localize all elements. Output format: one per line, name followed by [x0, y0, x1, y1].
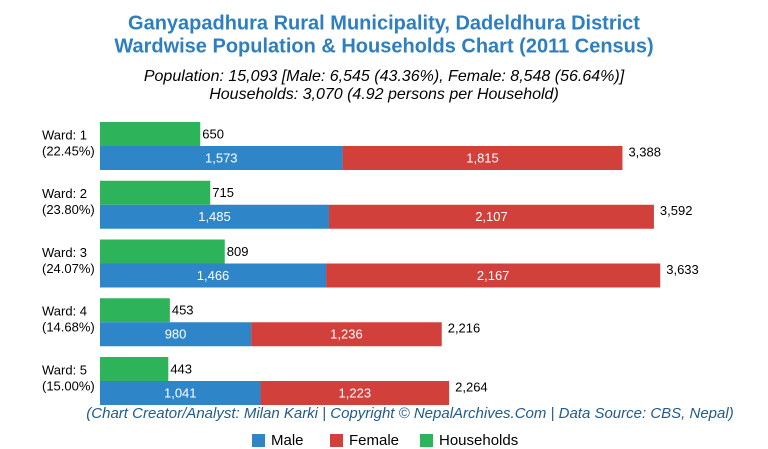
legend-swatch	[420, 434, 433, 447]
bar	[100, 146, 343, 170]
value-label: 1,236	[330, 327, 363, 342]
bar	[260, 381, 450, 405]
bar	[100, 239, 225, 264]
value-label: 650	[202, 126, 224, 141]
value-label: 1,573	[205, 150, 238, 165]
legend-label: Female	[349, 432, 399, 449]
value-label: 1,041	[164, 385, 197, 400]
bar	[251, 322, 442, 347]
bar	[100, 357, 169, 381]
category-share: (14.68%)	[42, 320, 95, 335]
legend-label: Male	[271, 432, 304, 449]
value-label: 1,485	[198, 209, 231, 224]
total-label: 2,264	[455, 379, 488, 394]
bar	[100, 322, 252, 347]
total-label: 3,633	[666, 262, 699, 277]
category-share: (22.45%)	[42, 143, 95, 158]
chart-subtitle: Households: 3,070 (4.92 persons per Hous…	[209, 86, 559, 103]
bar	[329, 204, 654, 229]
bar	[100, 381, 261, 405]
category-label: Ward: 5	[42, 362, 87, 377]
value-label: 1,815	[466, 150, 499, 165]
bar	[100, 263, 327, 288]
value-label: 980	[165, 327, 187, 342]
total-label: 3,388	[628, 144, 661, 159]
category-label: Ward: 2	[42, 186, 87, 201]
legend-swatch	[252, 434, 265, 447]
category-share: (23.80%)	[42, 202, 95, 217]
bar	[342, 146, 623, 170]
bar	[100, 204, 330, 229]
chart-title: Wardwise Population & Households Chart (…	[114, 35, 653, 57]
category-share: (15.00%)	[42, 378, 95, 393]
value-label: 2,167	[477, 268, 510, 283]
total-label: 3,592	[660, 203, 693, 218]
chart-subtitle: Population: 15,093 [Male: 6,545 (43.36%)…	[144, 68, 625, 85]
value-label: 1,466	[197, 268, 230, 283]
total-label: 2,216	[448, 321, 481, 336]
value-label: 1,223	[339, 385, 372, 400]
chart-title: Ganyapadhura Rural Municipality, Dadeldh…	[128, 12, 640, 34]
credit: (Chart Creator/Analyst: Milan Karki | Co…	[86, 405, 733, 422]
legend-swatch	[330, 434, 343, 447]
bar	[100, 180, 211, 205]
legend-label: Households	[439, 432, 518, 449]
category-label: Ward: 1	[42, 127, 87, 142]
value-label: 809	[227, 244, 249, 259]
value-label: 715	[212, 185, 234, 200]
value-label: 2,107	[475, 209, 508, 224]
value-label: 453	[172, 303, 194, 318]
bar	[100, 122, 201, 146]
bar	[326, 263, 661, 288]
category-share: (24.07%)	[42, 261, 95, 276]
value-label: 443	[170, 361, 192, 376]
bar	[100, 298, 170, 323]
category-label: Ward: 3	[42, 245, 87, 260]
category-label: Ward: 4	[42, 304, 87, 319]
